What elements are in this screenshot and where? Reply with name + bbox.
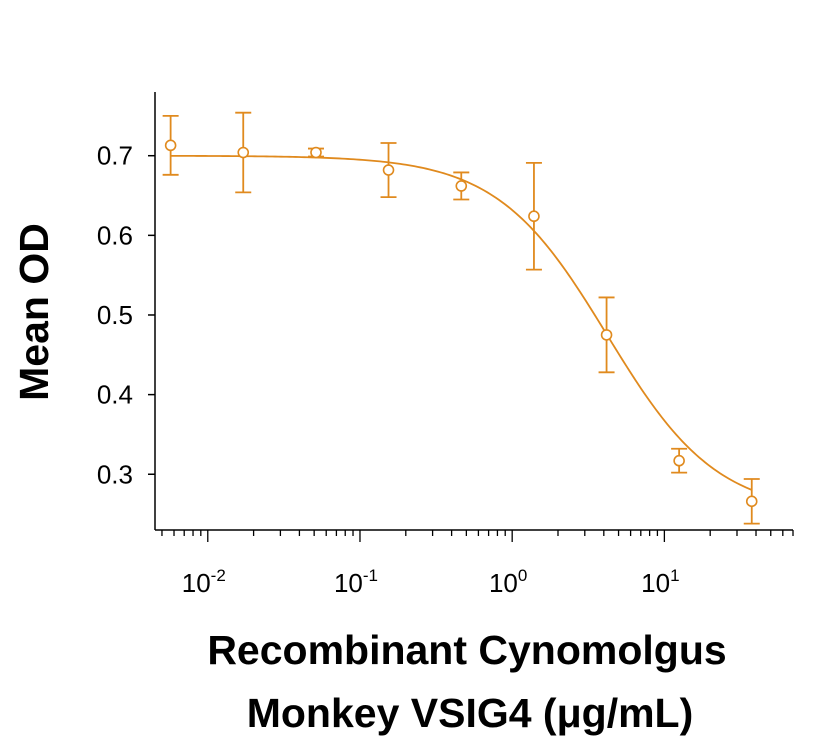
x-axis-title-line1: Recombinant Cynomolgus	[207, 627, 726, 673]
y-tick-label: 0.6	[97, 220, 133, 250]
y-ticks: 0.3 0.4 0.5 0.6 0.7	[97, 141, 155, 489]
data-point	[237, 146, 250, 159]
data-points	[162, 111, 760, 525]
y-tick-label: 0.4	[97, 380, 133, 410]
y-axis-title: Mean OD	[11, 223, 57, 401]
data-point	[382, 164, 395, 176]
x-tick-label: 10-1	[334, 566, 378, 598]
data-point	[164, 139, 177, 152]
y-tick-label: 0.3	[97, 459, 133, 489]
data-point	[673, 454, 685, 467]
y-tick-label: 0.5	[97, 300, 133, 330]
x-tick-label: 100	[489, 566, 527, 598]
data-point	[528, 210, 540, 223]
plot-area: 0.3 0.4 0.5 0.6 0.7 10-2 10-1 100 101	[97, 92, 794, 598]
data-point	[745, 495, 758, 508]
x-ticks: 10-2 10-1 100 101	[161, 530, 794, 598]
data-point	[600, 329, 613, 341]
x-axis-title-line2: Monkey VSIG4 (μg/mL)	[247, 690, 694, 736]
x-tick-label: 101	[641, 566, 679, 598]
x-tick-label: 10-2	[182, 566, 226, 598]
y-tick-label: 0.7	[97, 141, 133, 171]
data-point	[455, 180, 468, 192]
data-point	[310, 146, 322, 159]
fit-curve	[170, 154, 753, 491]
